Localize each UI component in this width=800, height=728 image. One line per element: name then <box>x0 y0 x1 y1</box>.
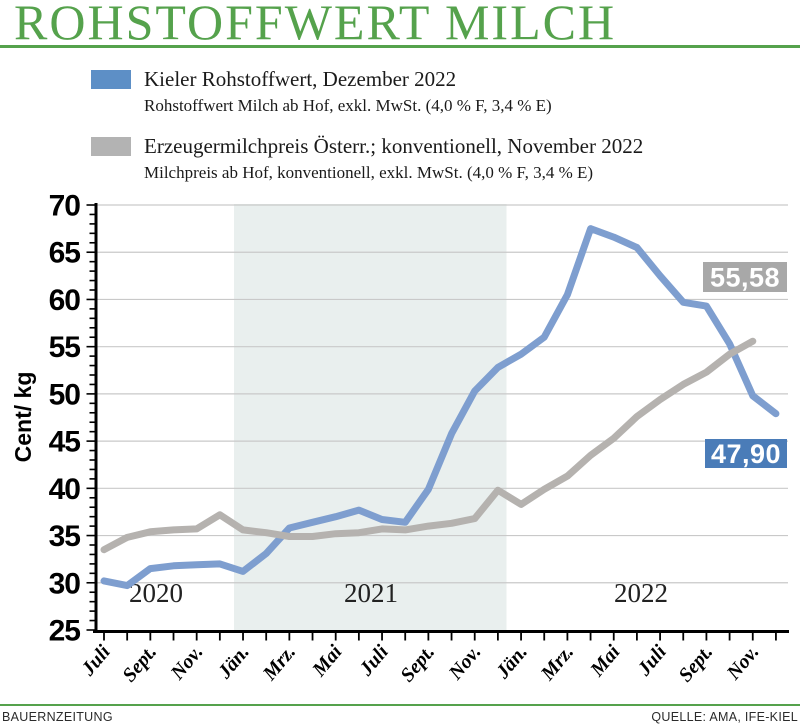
x-tick-label: Sept. <box>118 641 161 686</box>
y-tick-label-40: 40 <box>49 473 81 506</box>
year-label-2020: 2020 <box>129 578 183 608</box>
legend-swatch-kieler <box>91 69 131 89</box>
x-tick-label: Juli <box>355 641 394 681</box>
series-line-1 <box>100 337 757 554</box>
footer: BAUERNZEITUNG QUELLE: AMA, IFE-KIEL <box>0 704 800 724</box>
x-tick-label: Nov. <box>444 641 486 685</box>
series-line-0 <box>100 225 780 590</box>
x-tick-label: Jän. <box>491 641 532 684</box>
y-tick-label-50: 50 <box>49 378 81 411</box>
y-tick-label-55: 55 <box>49 331 81 364</box>
value-box-0 <box>705 439 787 468</box>
x-tick-label: Sept. <box>396 641 439 686</box>
year-label-2021: 2021 <box>344 578 398 608</box>
legend-item-erzeugerpreis: Erzeugermilchpreis Österr.; konventionel… <box>91 134 643 158</box>
x-tick-label: Sept. <box>674 641 717 686</box>
x-tick-label: Mrz. <box>536 641 578 685</box>
value-box-1 <box>703 262 787 292</box>
legend-sublabel-erzeugerpreis: Milchpreis ab Hof, konventionell, exkl. … <box>144 163 594 182</box>
y-tick-label-35: 35 <box>49 520 81 553</box>
y-axis-label: Cent/ kg <box>10 372 36 463</box>
y-tick-label-60: 60 <box>49 284 81 317</box>
legend-label-kieler: Kieler Rohstoffwert, Dezember 2022 <box>144 66 457 91</box>
y-tick-label-25: 25 <box>49 615 81 648</box>
legend: Kieler Rohstoffwert, Dezember 2022 Rohst… <box>91 67 643 183</box>
footer-source-right: QUELLE: AMA, IFE-KIEL <box>651 710 798 724</box>
x-tick-label: Juli <box>633 641 672 681</box>
footer-source-left: BAUERNZEITUNG <box>2 710 113 724</box>
legend-label-erzeugerpreis: Erzeugermilchpreis Österr.; konventionel… <box>144 133 644 158</box>
highlight-band-2021 <box>234 204 507 630</box>
legend-item-kieler: Kieler Rohstoffwert, Dezember 2022 <box>91 67 643 91</box>
x-tick-label: Juli <box>77 641 116 681</box>
page-title: ROHSTOFFWERT MILCH <box>14 0 617 50</box>
x-tick-label: Mai <box>586 641 625 682</box>
value-label-1: 55,58 <box>710 263 780 293</box>
y-tick-label-65: 65 <box>49 237 81 270</box>
legend-swatch-erzeugerpreis <box>91 136 131 156</box>
y-tick-label-45: 45 <box>49 426 81 459</box>
title-rule <box>0 45 800 48</box>
x-tick-label: Mrz. <box>258 641 300 685</box>
x-tick-label: Jän. <box>213 641 254 684</box>
x-tick-label: Nov. <box>722 641 764 685</box>
y-tick-label-70: 70 <box>49 190 81 223</box>
x-tick-label: Nov. <box>166 641 208 685</box>
year-label-2022: 2022 <box>614 578 668 608</box>
y-tick-label-30: 30 <box>49 567 81 600</box>
x-tick-label: Mai <box>308 641 347 682</box>
value-label-0: 47,90 <box>711 439 781 469</box>
legend-sublabel-kieler: Rohstoffwert Milch ab Hof, exkl. MwSt. (… <box>144 96 552 115</box>
